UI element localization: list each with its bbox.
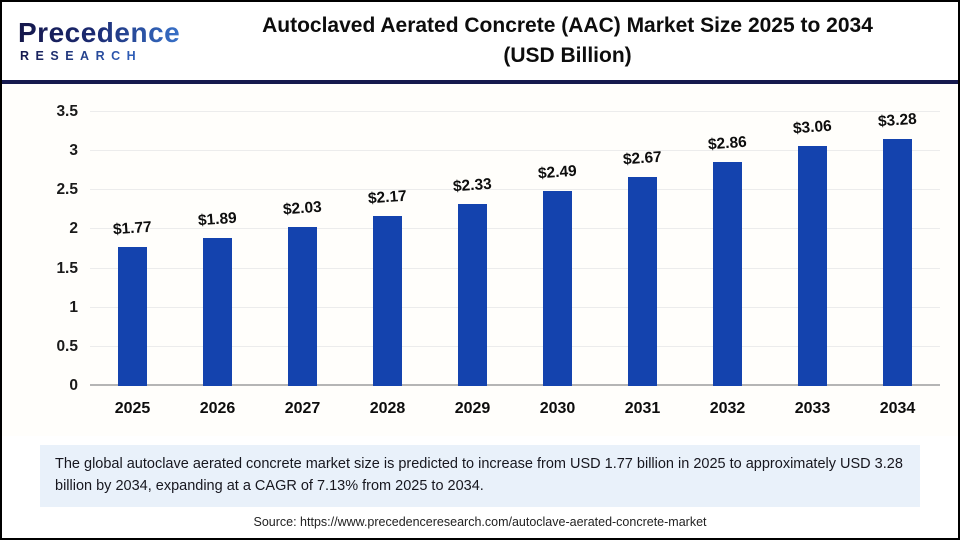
- bar-value-label: $3.28: [877, 110, 918, 131]
- bar-slot: $2.03: [260, 112, 345, 386]
- bar-slot: $1.77: [90, 112, 175, 386]
- x-tick-label: 2027: [284, 400, 321, 417]
- bar-slot: $2.17: [345, 112, 430, 386]
- gridline: [90, 306, 940, 308]
- x-axis-line: [90, 384, 940, 386]
- bar-2031: [628, 176, 657, 386]
- y-tick-label: 3.5: [56, 103, 78, 120]
- bar-slot: $3.28: [855, 110, 940, 386]
- chart-title: Autoclaved Aerated Concrete (AAC) Market…: [187, 11, 958, 71]
- x-tick-label: 2028: [369, 400, 406, 417]
- bar-slot: $1.89: [175, 112, 260, 386]
- bar-2030: [543, 191, 572, 386]
- bar-2025: [118, 247, 147, 386]
- y-tick-label: 1.5: [56, 259, 78, 277]
- x-tick-label: 2032: [709, 400, 746, 417]
- bars-row: $1.77 $1.89 $2.03 $2.17 $2.33 $2.49 $2.67 $2.86…: [90, 110, 940, 386]
- bar-chart: 0 0.5 1 1.5 2 2.5 3 3.5 $1.77 $1.89 $2.03 $2.17 $2.3…: [2, 84, 958, 436]
- bar-value-label: $2.49: [537, 162, 578, 183]
- summary-text: The global autoclave aerated concrete ma…: [55, 456, 903, 494]
- x-tick-label: 2031: [624, 400, 661, 417]
- bar-slot: $3.06: [770, 112, 855, 386]
- bar-slot: $2.33: [430, 112, 515, 386]
- gridline: [90, 189, 940, 191]
- y-tick-label: 0.5: [56, 337, 78, 355]
- header: Precedence RESEARCH Autoclaved Aerated C…: [2, 2, 958, 84]
- bar-value-label: $1.77: [112, 219, 153, 239]
- bar-2029: [458, 203, 487, 386]
- bar-value-label: $1.89: [197, 209, 238, 230]
- summary-box: The global autoclave aerated concrete ma…: [40, 445, 920, 507]
- bar-2028: [373, 216, 402, 386]
- bar-2027: [288, 227, 317, 386]
- gridline: [90, 345, 940, 347]
- chart-title-line2: (USD Billion): [503, 44, 632, 67]
- logo-brand-name: Precedence: [18, 19, 187, 47]
- bar-2033: [798, 146, 827, 386]
- x-tick-label: 2029: [454, 400, 491, 417]
- x-tick-label: 2033: [794, 400, 831, 417]
- x-axis-labels: 2025 2026 2027 2028 2029 2030 2031 2032 2033 2034: [90, 400, 940, 418]
- precedence-research-logo: Precedence RESEARCH: [2, 19, 187, 63]
- x-tick-label: 2026: [199, 400, 236, 417]
- bar-2026: [203, 238, 232, 386]
- bar-value-label: $2.67: [622, 148, 663, 169]
- bar-slot: $2.86: [685, 112, 770, 386]
- bar-2032: [713, 162, 742, 386]
- y-tick-label: 2.5: [56, 181, 78, 199]
- x-tick-label: 2030: [539, 400, 576, 417]
- y-tick-label: 2: [69, 220, 78, 238]
- bar-2034: [883, 139, 912, 386]
- bar-slot: $2.67: [600, 112, 685, 386]
- bar-value-label: $2.33: [452, 175, 493, 195]
- bar-value-label: $2.17: [367, 187, 408, 208]
- bar-value-label: $3.06: [792, 118, 833, 138]
- gridline: [90, 228, 940, 230]
- chart-title-line1: Autoclaved Aerated Concrete (AAC) Market…: [262, 14, 873, 37]
- source-line: Source: https://www.precedenceresearch.c…: [253, 514, 707, 529]
- bar-value-label: $2.03: [282, 198, 323, 219]
- x-tick-label: 2025: [114, 400, 151, 417]
- y-tick-label: 1: [69, 298, 78, 316]
- x-tick-label: 2034: [879, 400, 916, 417]
- gridline: [90, 267, 940, 269]
- y-tick-label: 0: [69, 377, 78, 394]
- logo-brand-subtitle: RESEARCH: [18, 50, 187, 63]
- bar-slot: $2.49: [515, 112, 600, 386]
- y-tick-label: 3: [69, 142, 78, 160]
- gridline: [90, 111, 940, 112]
- bar-value-label: $2.86: [707, 133, 748, 154]
- gridline: [90, 150, 940, 152]
- plot-area: 0 0.5 1 1.5 2 2.5 3 3.5 $1.77 $1.89 $2.03 $2.17 $2.3…: [56, 103, 940, 394]
